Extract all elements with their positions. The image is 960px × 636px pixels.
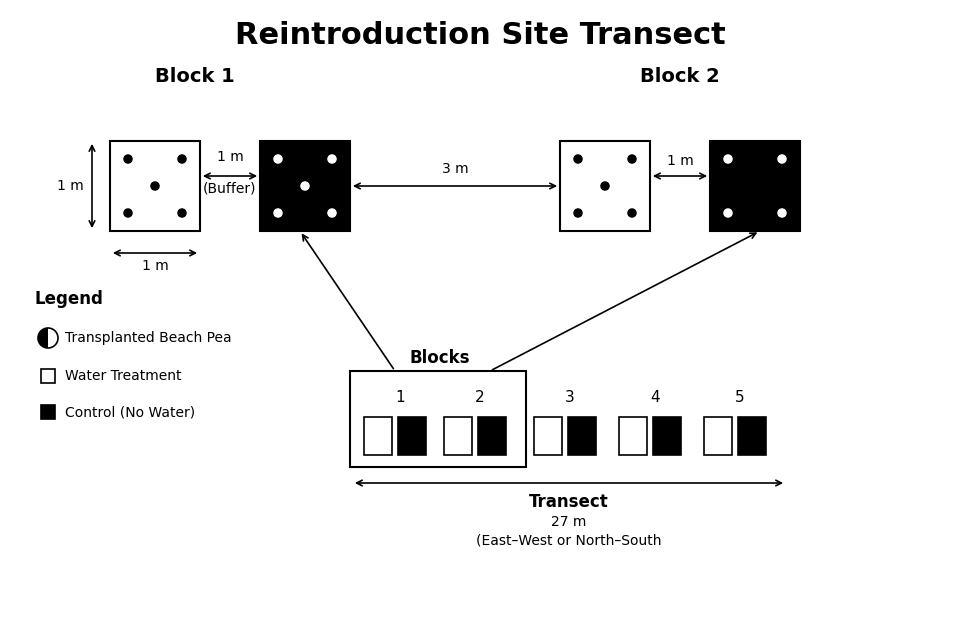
Text: 1 m: 1 m	[142, 259, 168, 273]
Bar	[534, 417, 562, 455]
Circle shape	[778, 155, 786, 163]
Bar	[710, 141, 800, 231]
Circle shape	[574, 209, 582, 217]
Text: Reintroduction Site Transect: Reintroduction Site Transect	[234, 21, 726, 50]
Text: 4: 4	[650, 390, 660, 405]
Bar	[560, 141, 650, 231]
Bar	[619, 417, 647, 455]
Text: Control (No Water): Control (No Water)	[65, 405, 195, 419]
Circle shape	[151, 182, 159, 190]
Text: 3 m: 3 m	[442, 162, 468, 176]
Text: Blocks: Blocks	[410, 349, 470, 367]
Bar	[41, 369, 55, 383]
Text: Transplanted Beach Pea: Transplanted Beach Pea	[65, 331, 231, 345]
Circle shape	[601, 182, 609, 190]
Bar	[444, 417, 472, 455]
Wedge shape	[38, 328, 48, 348]
Circle shape	[724, 155, 732, 163]
Text: 1: 1	[396, 390, 405, 405]
Bar	[364, 417, 392, 455]
Text: (East–West or North–South: (East–West or North–South	[476, 533, 661, 547]
Circle shape	[574, 155, 582, 163]
Text: Transect: Transect	[529, 493, 609, 511]
Bar	[110, 141, 200, 231]
Text: Block 1: Block 1	[156, 67, 235, 85]
Bar	[260, 141, 350, 231]
Bar	[350, 371, 526, 467]
Bar	[568, 417, 596, 455]
Circle shape	[628, 155, 636, 163]
Bar	[478, 417, 506, 455]
Circle shape	[328, 209, 336, 217]
Circle shape	[274, 209, 282, 217]
Text: Legend: Legend	[35, 290, 104, 308]
Text: 5: 5	[735, 390, 745, 405]
Circle shape	[628, 209, 636, 217]
Text: Block 2: Block 2	[640, 67, 720, 85]
Text: 3: 3	[565, 390, 575, 405]
Bar	[738, 417, 766, 455]
Bar	[41, 405, 55, 419]
Text: Water Treatment: Water Treatment	[65, 369, 181, 383]
Circle shape	[724, 209, 732, 217]
Text: 1 m: 1 m	[666, 154, 693, 168]
Circle shape	[274, 155, 282, 163]
Circle shape	[178, 155, 186, 163]
Circle shape	[124, 209, 132, 217]
Text: 2: 2	[475, 390, 485, 405]
Circle shape	[778, 209, 786, 217]
Text: (Buffer): (Buffer)	[204, 181, 256, 195]
Circle shape	[178, 209, 186, 217]
Circle shape	[328, 155, 336, 163]
Text: 27 m: 27 m	[551, 515, 587, 529]
Circle shape	[38, 328, 58, 348]
Bar	[398, 417, 426, 455]
Circle shape	[300, 182, 309, 190]
Bar	[704, 417, 732, 455]
Circle shape	[124, 155, 132, 163]
Bar	[653, 417, 681, 455]
Text: 1 m: 1 m	[58, 179, 84, 193]
Text: 1 m: 1 m	[217, 150, 244, 164]
